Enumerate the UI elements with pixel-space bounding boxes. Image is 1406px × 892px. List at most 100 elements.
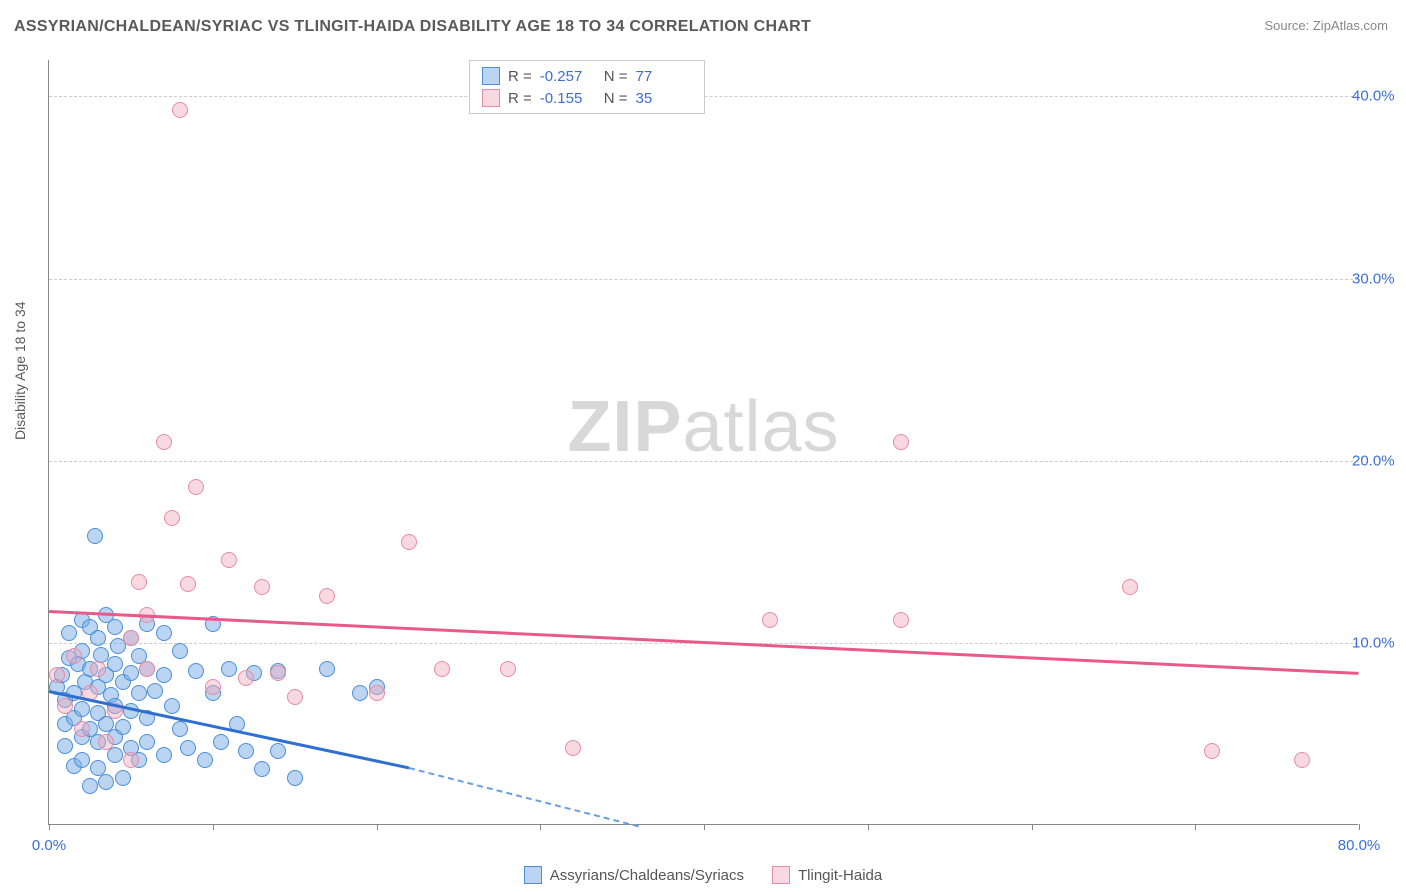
scatter-point: [205, 679, 221, 695]
scatter-point: [369, 685, 385, 701]
scatter-point: [164, 698, 180, 714]
swatch-blue-icon: [482, 67, 500, 85]
x-tick-mark: [1032, 824, 1033, 830]
scatter-point: [61, 625, 77, 641]
scatter-point: [49, 667, 65, 683]
n-value-pink: 35: [636, 90, 692, 107]
legend-item-blue: Assyrians/Chaldeans/Syriacs: [524, 866, 744, 884]
scatter-point: [139, 661, 155, 677]
legend-row-pink: R = -0.155 N = 35: [482, 87, 692, 109]
scatter-point: [197, 752, 213, 768]
scatter-point: [188, 663, 204, 679]
scatter-point: [90, 661, 106, 677]
x-tick-mark: [213, 824, 214, 830]
scatter-point: [188, 479, 204, 495]
scatter-point: [147, 683, 163, 699]
scatter-point: [57, 698, 73, 714]
x-tick-mark: [1359, 824, 1360, 830]
scatter-point: [319, 588, 335, 604]
scatter-point: [115, 770, 131, 786]
scatter-point: [172, 102, 188, 118]
legend-label-blue: Assyrians/Chaldeans/Syriacs: [550, 867, 744, 884]
scatter-point: [221, 552, 237, 568]
scatter-point: [139, 734, 155, 750]
y-axis-label: Disability Age 18 to 34: [12, 301, 28, 440]
n-label: N =: [604, 90, 628, 107]
scatter-point: [107, 619, 123, 635]
scatter-point: [98, 734, 114, 750]
y-tick-label: 30.0%: [1352, 270, 1406, 287]
x-tick-label: 80.0%: [1338, 837, 1381, 854]
source-prefix: Source:: [1264, 18, 1312, 33]
scatter-point: [115, 719, 131, 735]
watermark-rest: atlas: [682, 387, 839, 467]
plot-area: ZIPatlas R = -0.257 N = 77 R = -0.155 N …: [48, 60, 1358, 825]
scatter-point: [131, 574, 147, 590]
watermark-bold: ZIP: [567, 387, 682, 467]
scatter-point: [213, 734, 229, 750]
scatter-point: [74, 721, 90, 737]
grid-line: [49, 461, 1358, 462]
scatter-point: [762, 612, 778, 628]
scatter-point: [270, 665, 286, 681]
scatter-point: [98, 774, 114, 790]
scatter-point: [66, 648, 82, 664]
correlation-legend: R = -0.257 N = 77 R = -0.155 N = 35: [469, 60, 705, 114]
chart-title: ASSYRIAN/CHALDEAN/SYRIAC VS TLINGIT-HAID…: [14, 18, 811, 36]
x-tick-mark: [377, 824, 378, 830]
scatter-point: [82, 778, 98, 794]
y-tick-label: 40.0%: [1352, 88, 1406, 105]
scatter-point: [401, 534, 417, 550]
r-label: R =: [508, 90, 532, 107]
swatch-blue-icon: [524, 866, 542, 884]
swatch-pink-icon: [482, 89, 500, 107]
scatter-point: [270, 743, 286, 759]
x-tick-mark: [540, 824, 541, 830]
scatter-point: [107, 656, 123, 672]
grid-line: [49, 279, 1358, 280]
y-tick-label: 10.0%: [1352, 634, 1406, 651]
scatter-point: [123, 630, 139, 646]
x-tick-mark: [1195, 824, 1196, 830]
scatter-point: [156, 625, 172, 641]
scatter-point: [74, 701, 90, 717]
scatter-point: [1294, 752, 1310, 768]
scatter-point: [254, 579, 270, 595]
scatter-point: [352, 685, 368, 701]
scatter-point: [90, 760, 106, 776]
x-tick-mark: [868, 824, 869, 830]
scatter-point: [254, 761, 270, 777]
scatter-point: [123, 665, 139, 681]
scatter-point: [1122, 579, 1138, 595]
x-tick-mark: [49, 824, 50, 830]
scatter-point: [74, 752, 90, 768]
legend-label-pink: Tlingit-Haida: [798, 867, 882, 884]
source-attribution: Source: ZipAtlas.com: [1264, 18, 1388, 33]
scatter-point: [893, 612, 909, 628]
scatter-point: [893, 434, 909, 450]
scatter-point: [123, 752, 139, 768]
scatter-point: [238, 670, 254, 686]
watermark: ZIPatlas: [567, 386, 839, 468]
scatter-point: [287, 770, 303, 786]
y-tick-label: 20.0%: [1352, 452, 1406, 469]
scatter-point: [57, 738, 73, 754]
swatch-pink-icon: [772, 866, 790, 884]
x-tick-label: 0.0%: [32, 837, 66, 854]
n-value-blue: 77: [636, 68, 692, 85]
scatter-point: [87, 528, 103, 544]
scatter-point: [180, 740, 196, 756]
n-label: N =: [604, 68, 628, 85]
legend-item-pink: Tlingit-Haida: [772, 866, 882, 884]
r-label: R =: [508, 68, 532, 85]
scatter-point: [287, 689, 303, 705]
scatter-point: [172, 721, 188, 737]
chart-container: ASSYRIAN/CHALDEAN/SYRIAC VS TLINGIT-HAID…: [0, 0, 1406, 892]
trend-line: [409, 767, 639, 827]
scatter-point: [131, 685, 147, 701]
scatter-point: [434, 661, 450, 677]
scatter-point: [164, 510, 180, 526]
scatter-point: [238, 743, 254, 759]
scatter-point: [1204, 743, 1220, 759]
scatter-point: [500, 661, 516, 677]
